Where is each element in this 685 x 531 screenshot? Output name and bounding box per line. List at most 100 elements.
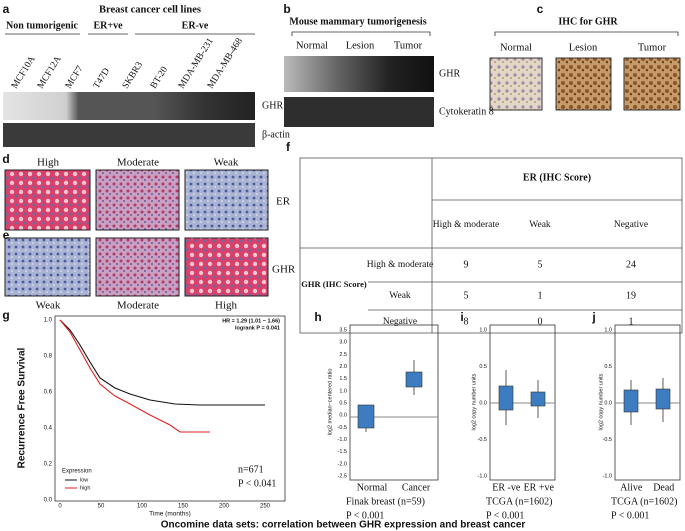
panel-title: IHC for GHR [558, 16, 618, 27]
tick-label: 2.5 [339, 352, 347, 358]
panel-letter: e [3, 228, 10, 242]
ihc-image [95, 237, 180, 297]
table-cell: 9 [464, 259, 469, 270]
column-header: Negative [614, 220, 648, 230]
annotation: P < 0.001 [611, 510, 649, 521]
table-cell: 8 [464, 316, 469, 327]
box [405, 371, 423, 388]
survival-curve [59, 319, 210, 433]
ihc-image [4, 169, 91, 231]
table-cell: 19 [626, 290, 636, 301]
table-cell: 5 [464, 290, 469, 301]
tick-label: 0.8 [44, 354, 53, 360]
column-header: Weak [529, 220, 551, 230]
tick-label: 1.0 [44, 318, 53, 324]
tick-label: -2.5 [338, 473, 347, 479]
lane-label: MCF10A [10, 54, 38, 90]
tick-label: 0.0 [339, 413, 347, 419]
tick-label: 1.0 [339, 388, 347, 394]
lane-label: T47D [92, 67, 112, 91]
plot-frame [349, 324, 439, 481]
tick-label: -0.5 [338, 425, 347, 431]
panel-title: Mouse mammary tumorigenesis [289, 16, 426, 27]
table-cell: 1 [538, 290, 543, 301]
image-label: High [215, 300, 238, 312]
lane-label: Normal [296, 40, 328, 51]
image-label: Normal [500, 42, 532, 53]
ihc-image [489, 57, 543, 111]
tick-label: 0.0 [479, 400, 487, 406]
table-cell: 0 [538, 316, 543, 327]
panel-letter: h [314, 310, 321, 324]
axis-title: Recurrence Free Survival [17, 347, 28, 468]
dataset-label: Finak breast (n=59) [346, 496, 425, 507]
ihc-image [623, 57, 681, 111]
panel-letter: g [2, 308, 9, 322]
tick-label: -2.0 [338, 461, 347, 467]
ihc-image [184, 237, 269, 297]
tick-label: -0.5 [603, 437, 612, 443]
group-label: ER+ve [93, 20, 123, 31]
tick-label: 0.5 [479, 364, 487, 370]
tick-label: 0.5 [339, 400, 347, 406]
tick-label: 150 [178, 504, 189, 510]
lane-label: MCF12A [36, 54, 64, 90]
group-label: Non tumorigenic [6, 20, 79, 31]
annotation: HR = 1.29 (1.01 − 1.66) [222, 318, 280, 324]
tick-label: 1.0 [479, 327, 487, 333]
caption: Oncomine data sets: correlation between … [161, 520, 526, 531]
category-label: ER -ve [492, 482, 521, 493]
tick-label: -0.5 [478, 437, 487, 443]
panel-letter: a [3, 2, 10, 16]
image-label: Moderate [117, 157, 159, 169]
lane-label: Lesion [346, 40, 375, 51]
tick-label: 3.5 [339, 327, 347, 333]
panel-letter: f [286, 140, 291, 154]
table-border [299, 157, 683, 334]
lane-label: SKBR3 [121, 60, 145, 91]
tick-label: -1.0 [478, 473, 487, 479]
category-label: Alive [620, 482, 643, 493]
panel-letter: d [2, 152, 9, 166]
table-header: GHR (IHC Score) [301, 279, 367, 289]
legend-title: Expression [62, 469, 92, 475]
plot-frame [54, 315, 286, 502]
annotation: n=671 [238, 464, 264, 475]
tick-label: 0.0 [44, 498, 53, 504]
band-label: GHR [262, 100, 283, 111]
column-header: High & moderate [433, 220, 499, 230]
axis-title: Time (months) [149, 511, 191, 518]
tick-label: 2.0 [339, 364, 347, 370]
dataset-label: TCGA (n=1602) [486, 496, 552, 507]
box [655, 388, 671, 410]
legend-entry: low [80, 477, 88, 483]
panel-letter: b [283, 2, 290, 16]
axis-title: log2 median−centered ratio [327, 369, 333, 436]
image-label: Weak [36, 300, 61, 312]
image-label: High [37, 157, 60, 169]
row-header: Negative [383, 317, 417, 327]
panel-title: Breast cancer cell lines [99, 4, 201, 15]
tick-label: 50 [98, 504, 105, 510]
annotation: logrank P = 0.041 [235, 325, 280, 331]
band-label: Cytokeratin 8 [439, 106, 494, 117]
image-label: Lesion [569, 42, 598, 53]
box [530, 391, 546, 407]
table-cell: 24 [626, 259, 636, 270]
image-label: Tumor [638, 42, 667, 53]
lane-label: BT-20 [149, 65, 170, 91]
blot-band [3, 123, 255, 147]
marker-label: GHR [272, 264, 296, 276]
image-label: Moderate [117, 300, 159, 312]
panel-letter: j [591, 310, 595, 324]
annotation: P < 0.001 [346, 510, 384, 521]
category-label: ER +ve [524, 482, 555, 493]
row-header: Weak [389, 291, 411, 301]
lane-label: Tumor [394, 40, 423, 51]
tick-label: 0.0 [604, 400, 612, 406]
ihc-image [4, 237, 91, 297]
marker-label: ER [276, 196, 291, 208]
lane-label: MCF7 [64, 64, 86, 91]
category-label: Normal [357, 482, 388, 493]
